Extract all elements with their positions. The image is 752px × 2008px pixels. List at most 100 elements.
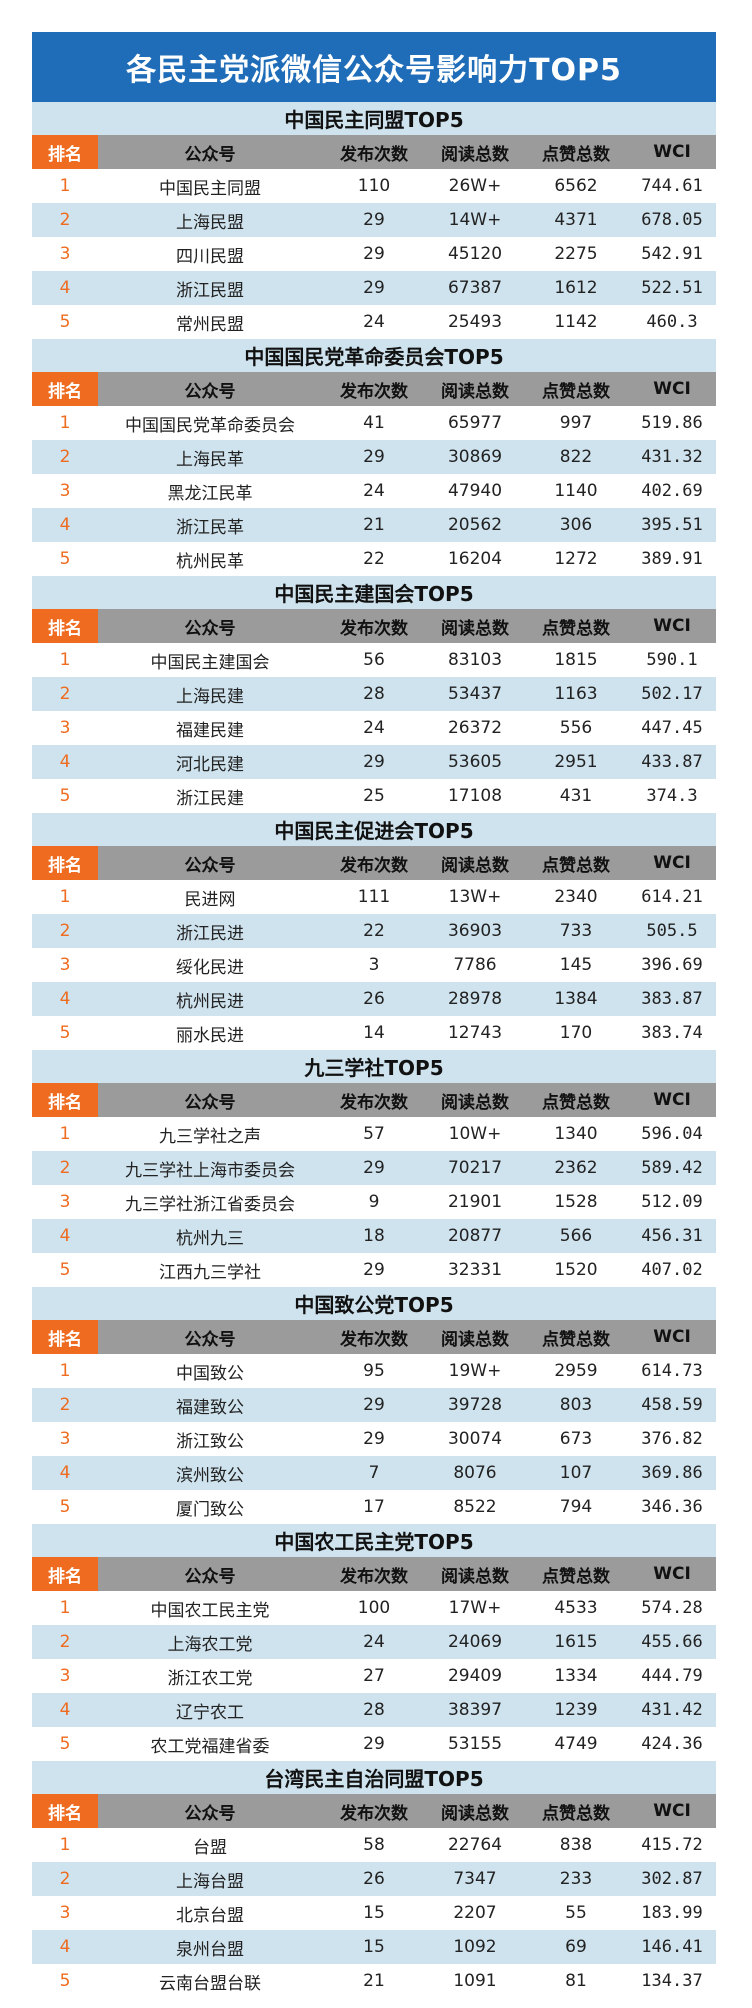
cell-wci: 134.37 xyxy=(641,1971,703,1991)
cell-account-name: 浙江民盟 xyxy=(176,280,244,301)
table-header-row: 排名 公众号 发布次数 阅读总数 点赞总数 WCI xyxy=(32,1320,716,1354)
cell-post-count: 41 xyxy=(363,413,385,433)
table-row: 5 常州民盟 24 25493 1142 460.3 xyxy=(32,305,716,339)
cell-like-total: 1272 xyxy=(554,549,598,569)
cell-read-total: 47940 xyxy=(447,481,503,501)
column-header-account-name: 公众号 xyxy=(184,144,236,165)
cell-account-name: 浙江农工党 xyxy=(167,1668,253,1689)
cell-rank: 5 xyxy=(59,1734,71,1754)
cell-read-total: 70217 xyxy=(447,1158,503,1178)
cell-account-name: 丽水民进 xyxy=(176,1025,244,1046)
table-row: 3 黑龙江民革 24 47940 1140 402.69 xyxy=(32,474,716,508)
column-header-read-total: 阅读总数 xyxy=(441,1092,509,1113)
column-header-post-count: 发布次数 xyxy=(340,1803,408,1824)
cell-like-total: 1340 xyxy=(554,1124,598,1144)
section-title: 中国致公党TOP5 xyxy=(32,1287,716,1320)
cell-wci: 369.86 xyxy=(641,1463,703,1483)
cell-like-total: 1142 xyxy=(554,312,598,332)
cell-like-total: 431 xyxy=(559,786,593,806)
cell-read-total: 19W+ xyxy=(448,1361,502,1381)
table-row: 4 杭州九三 18 20877 566 456.31 xyxy=(32,1219,716,1253)
cell-wci: 431.42 xyxy=(641,1700,703,1720)
cell-rank: 2 xyxy=(59,1869,71,1889)
column-header-read-total: 阅读总数 xyxy=(441,855,509,876)
cell-rank: 3 xyxy=(59,1903,71,1923)
cell-post-count: 21 xyxy=(363,515,385,535)
cell-post-count: 9 xyxy=(368,1192,380,1212)
cell-post-count: 100 xyxy=(357,1598,391,1618)
table-row: 5 杭州民革 22 16204 1272 389.91 xyxy=(32,542,716,576)
cell-account-name: 云南台盟台联 xyxy=(159,1973,261,1994)
cell-rank: 3 xyxy=(59,955,71,975)
column-header-account-name: 公众号 xyxy=(184,855,236,876)
cell-read-total: 17108 xyxy=(447,786,503,806)
column-header-like-total: 点赞总数 xyxy=(542,1566,610,1587)
cell-read-total: 8522 xyxy=(453,1497,497,1517)
cell-wci: 678.05 xyxy=(641,210,703,230)
cell-rank: 5 xyxy=(59,1260,71,1280)
table-row: 2 上海民盟 29 14W+ 4371 678.05 xyxy=(32,203,716,237)
cell-account-name: 四川民盟 xyxy=(176,246,244,267)
table-row: 2 上海农工党 24 24069 1615 455.66 xyxy=(32,1625,716,1659)
cell-wci: 574.28 xyxy=(641,1598,703,1618)
table-row: 1 中国致公 95 19W+ 2959 614.73 xyxy=(32,1354,716,1388)
cell-account-name: 浙江民革 xyxy=(176,517,244,538)
cell-like-total: 1615 xyxy=(554,1632,598,1652)
cell-like-total: 107 xyxy=(559,1463,593,1483)
cell-account-name: 民进网 xyxy=(184,889,236,910)
cell-account-name: 农工党福建省委 xyxy=(150,1736,270,1757)
cell-rank: 5 xyxy=(59,1971,71,1991)
column-header-rank: 排名 xyxy=(32,372,98,406)
cell-post-count: 29 xyxy=(363,210,385,230)
table-row: 5 农工党福建省委 29 53155 4749 424.36 xyxy=(32,1727,716,1761)
table-row: 2 九三学社上海市委员会 29 70217 2362 589.42 xyxy=(32,1151,716,1185)
column-header-wci: WCI xyxy=(653,142,691,162)
cell-read-total: 2207 xyxy=(453,1903,497,1923)
table-row: 2 上海民革 29 30869 822 431.32 xyxy=(32,440,716,474)
table-row: 3 四川民盟 29 45120 2275 542.91 xyxy=(32,237,716,271)
table-row: 5 云南台盟台联 21 1091 81 134.37 xyxy=(32,1964,716,1998)
cell-like-total: 566 xyxy=(559,1226,593,1246)
cell-post-count: 58 xyxy=(363,1835,385,1855)
cell-wci: 444.79 xyxy=(641,1666,703,1686)
cell-account-name: 北京台盟 xyxy=(176,1905,244,1926)
cell-post-count: 7 xyxy=(368,1463,380,1483)
column-header-rank: 排名 xyxy=(32,609,98,643)
cell-rank: 2 xyxy=(59,210,71,230)
cell-rank: 4 xyxy=(59,1226,71,1246)
cell-post-count: 25 xyxy=(363,786,385,806)
column-header-like-total: 点赞总数 xyxy=(542,381,610,402)
cell-like-total: 1334 xyxy=(554,1666,598,1686)
cell-rank: 3 xyxy=(59,1192,71,1212)
table-header-row: 排名 公众号 发布次数 阅读总数 点赞总数 WCI xyxy=(32,372,716,406)
cell-read-total: 7347 xyxy=(453,1869,497,1889)
cell-account-name: 上海民建 xyxy=(176,686,244,707)
cell-read-total: 38397 xyxy=(447,1700,503,1720)
cell-account-name: 厦门致公 xyxy=(176,1499,244,1520)
cell-wci: 590.1 xyxy=(646,650,698,670)
cell-read-total: 65977 xyxy=(447,413,503,433)
cell-like-total: 803 xyxy=(559,1395,593,1415)
table-row: 1 中国国民党革命委员会 41 65977 997 519.86 xyxy=(32,406,716,440)
column-header-rank: 排名 xyxy=(32,1083,98,1117)
cell-rank: 5 xyxy=(59,549,71,569)
cell-account-name: 上海农工党 xyxy=(167,1634,253,1655)
cell-read-total: 30074 xyxy=(447,1429,503,1449)
section-title: 中国民主促进会TOP5 xyxy=(32,813,716,846)
cell-post-count: 24 xyxy=(363,1632,385,1652)
column-header-rank: 排名 xyxy=(32,1557,98,1591)
table-row: 4 浙江民盟 29 67387 1612 522.51 xyxy=(32,271,716,305)
table-row: 5 江西九三学社 29 32331 1520 407.02 xyxy=(32,1253,716,1287)
column-header-post-count: 发布次数 xyxy=(340,855,408,876)
table-row: 4 杭州民进 26 28978 1384 383.87 xyxy=(32,982,716,1016)
table-row: 2 福建致公 29 39728 803 458.59 xyxy=(32,1388,716,1422)
table-row: 3 浙江农工党 27 29409 1334 444.79 xyxy=(32,1659,716,1693)
table-header-row: 排名 公众号 发布次数 阅读总数 点赞总数 WCI xyxy=(32,1557,716,1591)
cell-like-total: 145 xyxy=(559,955,593,975)
table-row: 2 浙江民进 22 36903 733 505.5 xyxy=(32,914,716,948)
cell-wci: 396.69 xyxy=(641,955,703,975)
cell-like-total: 2362 xyxy=(554,1158,598,1178)
cell-wci: 395.51 xyxy=(641,515,703,535)
cell-wci: 512.09 xyxy=(641,1192,703,1212)
cell-rank: 4 xyxy=(59,1463,71,1483)
